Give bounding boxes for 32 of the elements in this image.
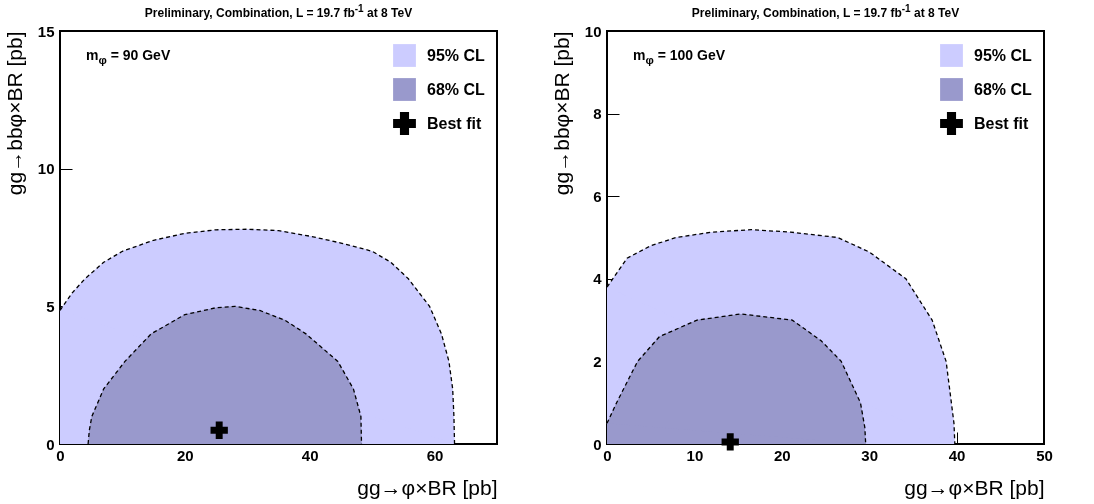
y-tick-label: 8 <box>593 105 602 123</box>
legend-label: 68% CL <box>974 80 1033 98</box>
y-tick-label: 4 <box>593 270 603 288</box>
y-tick-label: 0 <box>46 435 55 453</box>
x-tick-label: 40 <box>301 446 319 464</box>
legend-label: Best fit <box>974 114 1029 132</box>
x-tick-label: 60 <box>426 446 444 464</box>
x-tick-label: 30 <box>861 446 879 464</box>
y-axis-title: gg→bbφ×BR [pb] <box>2 31 26 196</box>
legend-label: 95% CL <box>427 46 486 64</box>
y-tick-label: 10 <box>584 22 602 40</box>
x-axis-title: gg→φ×BR [pb] <box>904 475 1045 499</box>
legend-label: 68% CL <box>427 80 486 98</box>
y-tick-label: 5 <box>46 297 55 315</box>
annotation: m$_{φ}$ = 90 GeV <box>86 47 171 66</box>
x-tick-label: 10 <box>686 446 704 464</box>
y-tick-label: 0 <box>593 435 602 453</box>
chart-title: Preliminary, Combination, L = 19.7 fb$^{-1}$ at 8 TeV <box>144 3 413 20</box>
annotation: m$_{φ}$ = 100 GeV <box>633 47 726 66</box>
x-tick-label: 20 <box>773 446 791 464</box>
y-tick-label: 6 <box>593 187 602 205</box>
x-axis-title: gg→φ×BR [pb] <box>357 475 498 499</box>
x-tick-label: 50 <box>1036 446 1053 464</box>
chart-title: Preliminary, Combination, L = 19.7 fb$^{-1}$ at 8 TeV <box>691 3 960 20</box>
legend-label: 95% CL <box>974 46 1033 64</box>
x-tick-label: 20 <box>177 446 194 464</box>
y-axis-title: gg→bbφ×BR [pb] <box>549 31 573 196</box>
x-tick-label: 40 <box>948 446 966 464</box>
y-tick-label: 15 <box>37 22 55 40</box>
legend-label: Best fit <box>427 114 482 132</box>
y-tick-label: 10 <box>37 160 55 178</box>
y-tick-label: 2 <box>593 352 602 370</box>
